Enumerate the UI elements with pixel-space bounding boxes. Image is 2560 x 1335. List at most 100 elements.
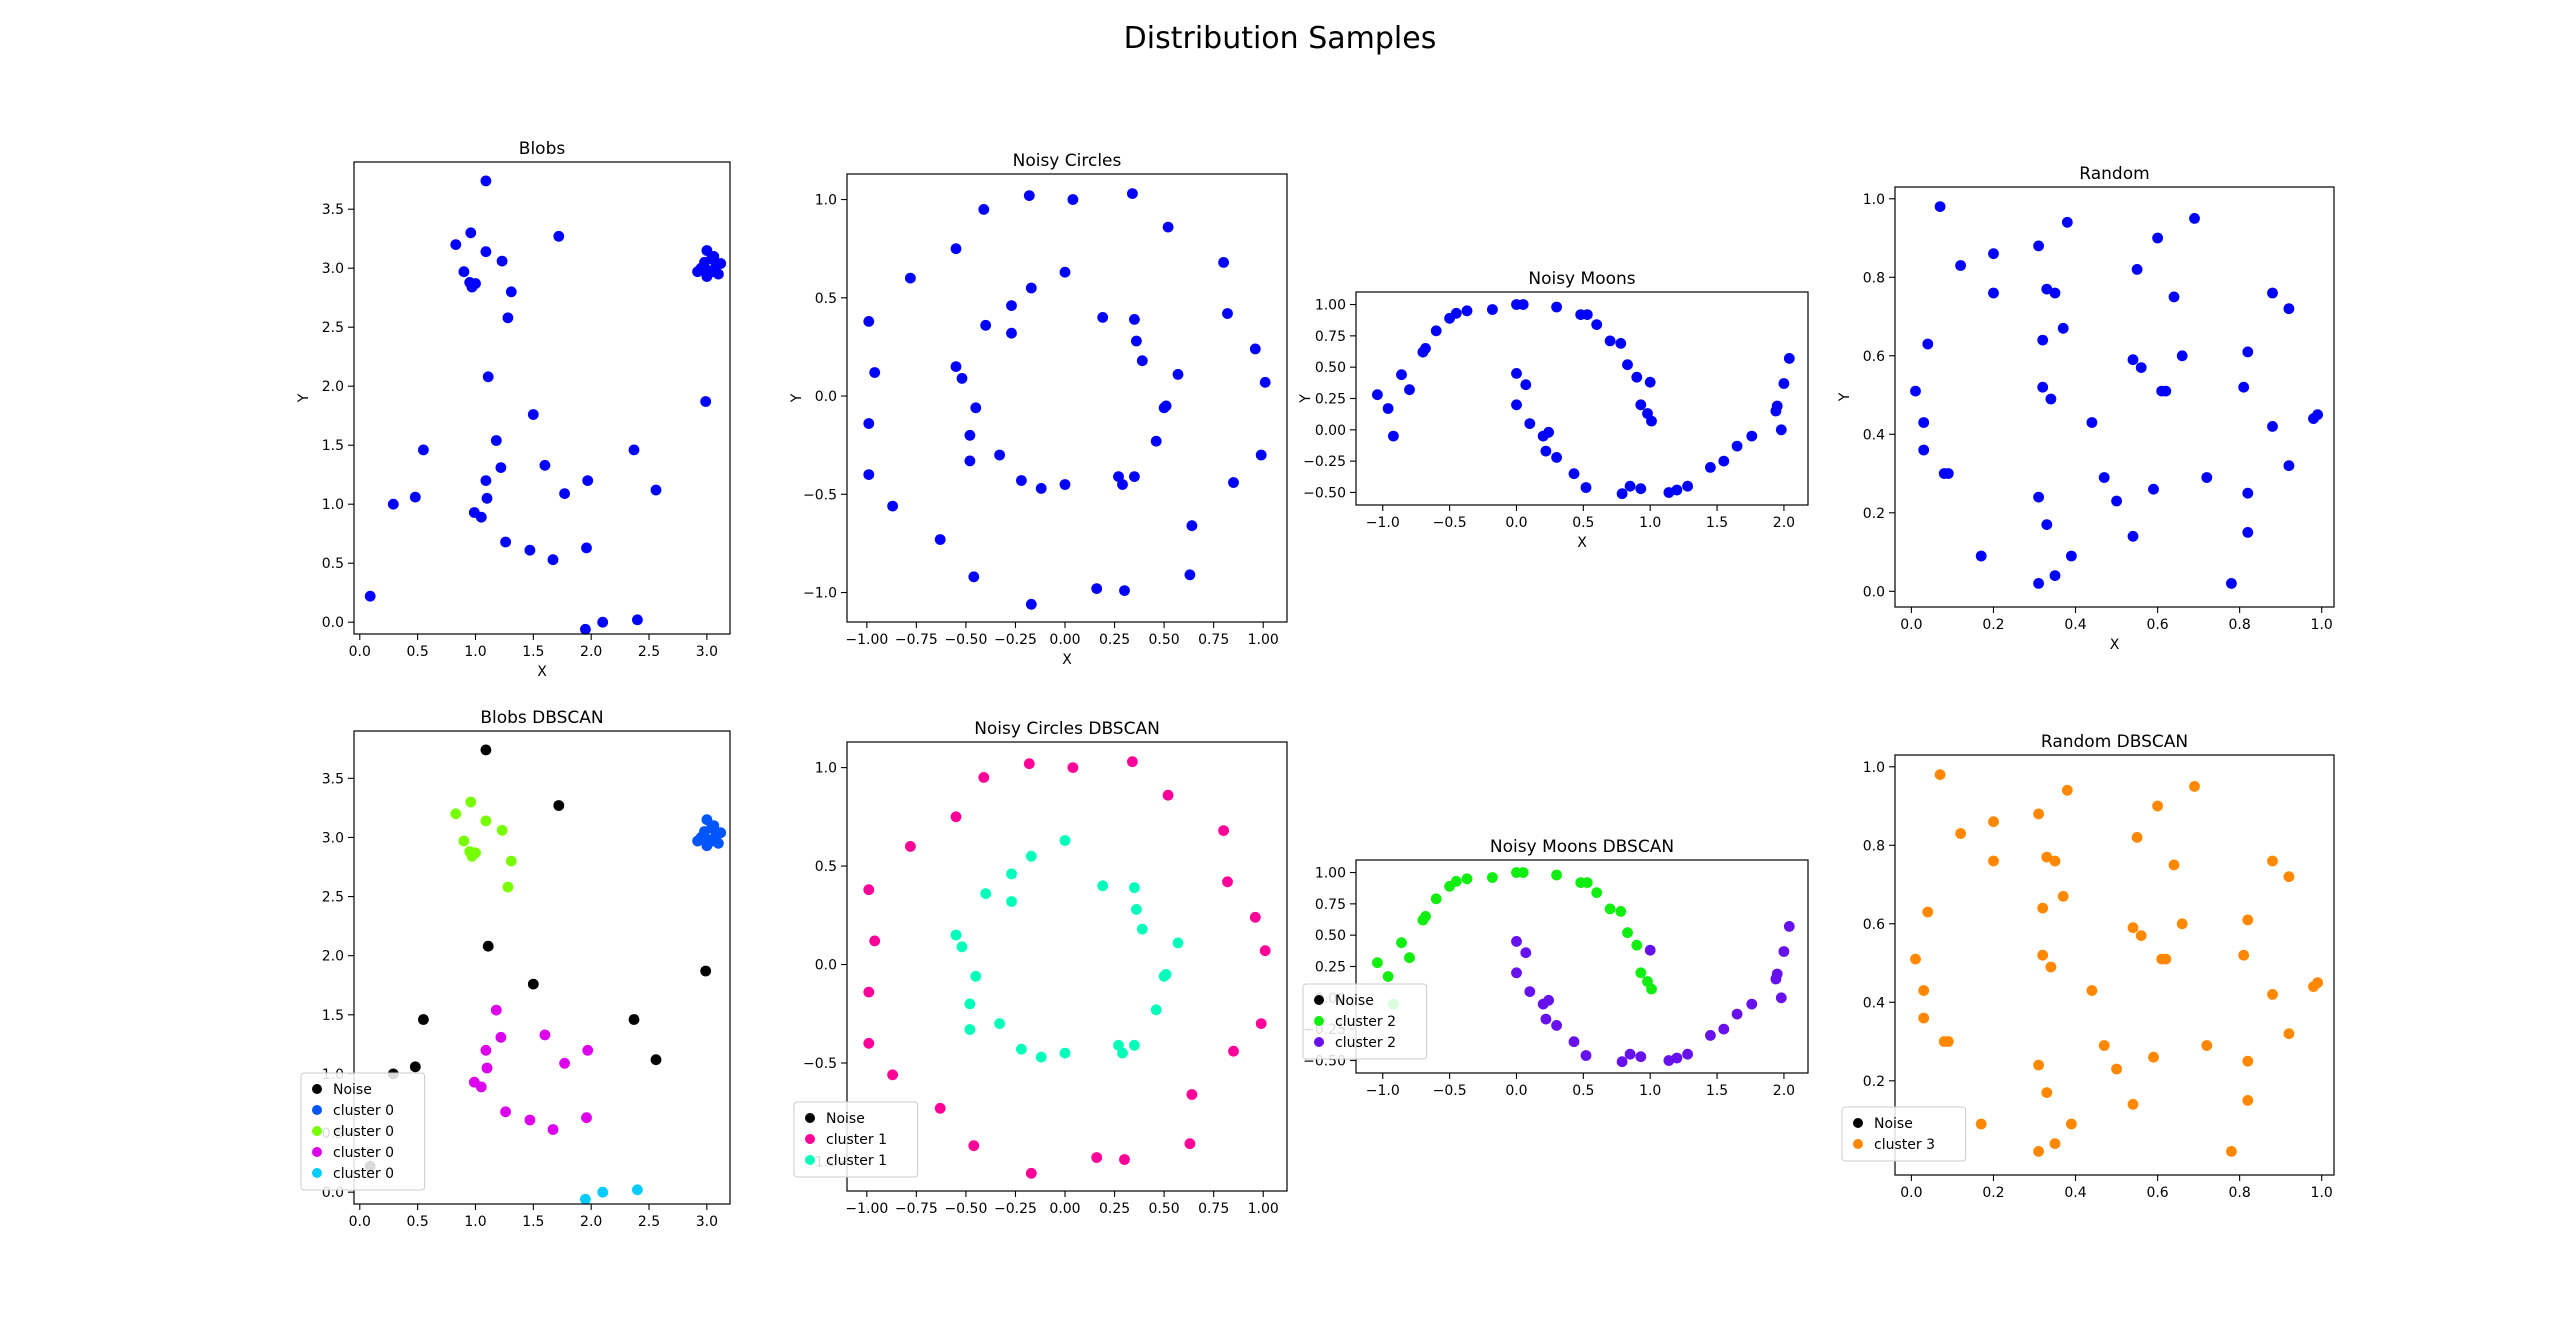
legend-box — [1302, 983, 1428, 1060]
scatter-point — [1604, 335, 1616, 347]
scatter-point — [1955, 260, 1966, 271]
x-axis-label: X — [2110, 637, 2120, 653]
x-tick-label: 0.4 — [2064, 1185, 2086, 1201]
scatter-point — [1025, 282, 1037, 294]
y-tick-label: −0.50 — [1303, 485, 1346, 501]
scatter-point — [470, 847, 481, 859]
y-tick-label: 0.00 — [1315, 423, 1346, 439]
scatter-point — [1131, 335, 1142, 347]
scatter-point — [1388, 430, 1399, 442]
scatter-point — [1450, 875, 1462, 887]
scatter-point — [1255, 449, 1267, 461]
panel-random-dbscan: Random DBSCAN 0.0 0.2 0.4 0.6 0.8 1.0 0.2 0.4 0.6… — [1841, 732, 2335, 1201]
legend-label: Noise — [826, 1111, 865, 1127]
x-tick-label: 0.2 — [1982, 1185, 2004, 1201]
scatter-point — [2242, 487, 2254, 499]
x-tick-label: −1.0 — [1366, 1083, 1400, 1099]
scatter-point — [480, 815, 492, 827]
scatter-point — [1006, 327, 1017, 339]
scatter-point — [863, 469, 875, 480]
scatter-point — [1091, 1152, 1103, 1163]
scatter-point — [547, 554, 559, 566]
scatter-point — [2283, 1028, 2295, 1040]
scatter-point — [1682, 480, 1693, 492]
scatter-point — [869, 367, 881, 378]
scatter-point — [1404, 952, 1415, 964]
x-tick-label: 0.0 — [1505, 515, 1527, 531]
panel-title: Blobs — [519, 139, 566, 159]
scatter-point — [553, 230, 565, 242]
scatter-point — [1568, 1036, 1580, 1048]
scatter-point — [527, 409, 539, 420]
y-tick-label: 0.6 — [1863, 917, 1885, 933]
x-tick-label: 0.0 — [349, 1214, 371, 1230]
scatter-point — [2160, 953, 2172, 965]
x-tick-label: 1.00 — [1248, 1201, 1279, 1217]
x-tick-label: −1.0 — [1366, 515, 1400, 531]
scatter-point — [1543, 426, 1554, 438]
x-tick-label: −0.5 — [1433, 515, 1467, 531]
scatter-point — [964, 998, 976, 1010]
scatter-point — [2127, 530, 2139, 542]
y-tick-label: 0.25 — [1315, 392, 1346, 408]
y-tick-label: 3.0 — [322, 830, 344, 846]
scatter-point — [2242, 1095, 2254, 1106]
scatter-point — [1615, 906, 1627, 917]
scatter-point — [1524, 418, 1536, 429]
scatter-point — [1910, 953, 1921, 965]
scatter-point — [559, 488, 570, 499]
scatter-point — [1988, 816, 1999, 828]
x-tick-label: 0.25 — [1099, 1201, 1130, 1217]
scatter-point — [1615, 338, 1627, 349]
y-tick-label: 0.0 — [815, 389, 837, 405]
panel-title: Random DBSCAN — [2041, 732, 2188, 752]
x-tick-label: 0.5 — [1572, 1083, 1594, 1099]
scatter-point — [905, 272, 916, 284]
x-tick-label: 1.0 — [1639, 1083, 1661, 1099]
scatter-point — [418, 1014, 429, 1025]
scatter-point — [2061, 784, 2073, 796]
scatter-point — [364, 590, 376, 602]
scatter-point — [1249, 911, 1261, 923]
scatter-point — [1016, 475, 1027, 486]
y-tick-label: 1.0 — [1863, 760, 1885, 776]
scatter-point — [597, 1186, 609, 1198]
scatter-point — [2066, 1118, 2077, 1130]
series-0 — [364, 175, 727, 635]
scatter-point — [500, 1106, 511, 1118]
scatter-point — [2098, 1040, 2110, 1051]
scatter-point — [1117, 1047, 1128, 1059]
legend: Noise cluster 2 cluster 2 — [1302, 983, 1428, 1060]
scatter-point — [1218, 257, 1229, 268]
x-tick-label: −0.50 — [944, 632, 987, 648]
panel-title: Blobs DBSCAN — [480, 708, 603, 728]
scatter-point — [1158, 402, 1170, 414]
scatter-point — [1918, 417, 1930, 428]
scatter-point — [482, 940, 494, 952]
y-tick-label: 0.0 — [322, 615, 344, 631]
scatter-point — [1705, 462, 1716, 473]
y-tick-label: 3.5 — [322, 771, 344, 787]
scatter-point — [496, 255, 508, 267]
scatter-point — [581, 1112, 592, 1124]
scatter-point — [580, 623, 591, 635]
legend-label: cluster 0 — [333, 1145, 394, 1161]
y-tick-label: 0.5 — [815, 859, 837, 875]
scatter-point — [1119, 585, 1130, 596]
scatter-point — [869, 935, 881, 947]
series-4 — [580, 1184, 643, 1205]
scatter-point — [1775, 424, 1787, 436]
y-tick-label: 0.50 — [1315, 928, 1346, 944]
scatter-point — [2226, 1146, 2237, 1157]
scatter-point — [539, 1029, 551, 1041]
scatter-point — [2049, 1138, 2061, 1149]
scatter-point — [934, 1102, 946, 1114]
scatter-point — [1186, 520, 1198, 532]
scatter-point — [1682, 1048, 1693, 1060]
scatter-point — [2041, 283, 2053, 295]
scatter-point — [708, 820, 720, 831]
scatter-point — [1635, 483, 1647, 495]
scatter-point — [2127, 354, 2139, 366]
scatter-point — [505, 286, 517, 298]
y-tick-label: 1.0 — [322, 497, 344, 513]
